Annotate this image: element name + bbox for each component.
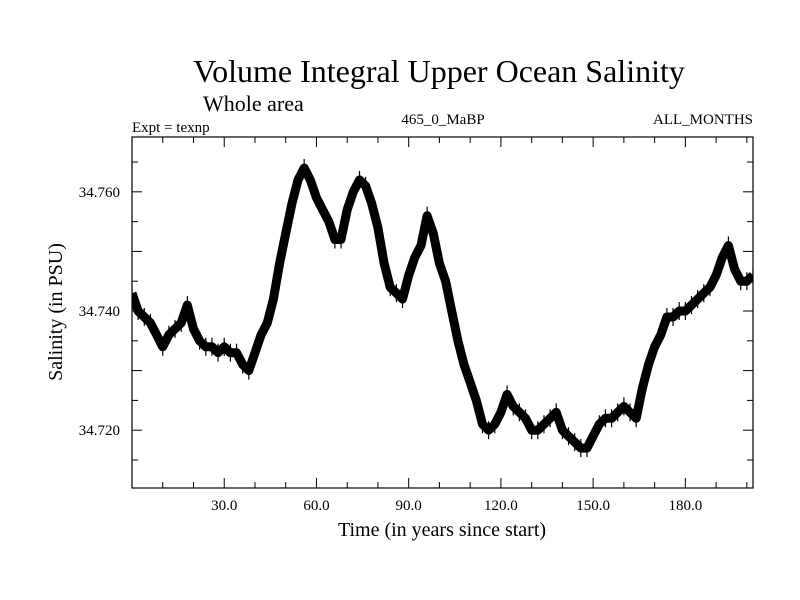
chart-subtitle: Whole area (203, 91, 304, 116)
experiment-label: Expt = texnp (132, 120, 210, 136)
months-label: ALL_MONTHS (653, 112, 753, 128)
series-group (132, 158, 753, 458)
x-tick-label: 30.0 (211, 498, 237, 514)
y-tick-label: 34.760 (79, 185, 120, 201)
series-line (132, 163, 753, 453)
axes: 30.0 60.0 90.0 120.0 150.0 180.0 34.720 34.740 3… (79, 137, 753, 514)
y-tick-label: 34.720 (79, 423, 120, 439)
chart-title: Volume Integral Upper Ocean Salinity (193, 53, 685, 89)
x-tick-label: 180.0 (668, 498, 702, 514)
x-tick-label: 150.0 (576, 498, 610, 514)
plot-frame (131, 136, 754, 489)
y-tick-label: 34.740 (79, 304, 120, 320)
y-axis-label: Salinity (in PSU) (45, 243, 67, 381)
period-label: 465_0_MaBP (401, 112, 484, 128)
x-tick-label: 120.0 (484, 498, 518, 514)
x-tick-label: 60.0 (303, 498, 329, 514)
x-tick-label: 90.0 (396, 498, 422, 514)
x-axis-label: Time (in years since start) (338, 519, 546, 541)
